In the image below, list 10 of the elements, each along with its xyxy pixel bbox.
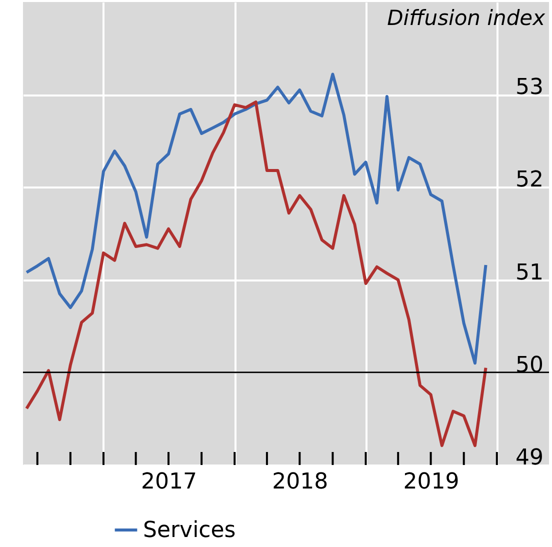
y-tick-label: 49 [516, 446, 544, 470]
x-tick-label: 2019 [403, 470, 460, 494]
y-tick-label: 53 [516, 75, 544, 100]
y-axis-title: Diffusion index [387, 6, 546, 30]
legend-label: Services [143, 518, 236, 543]
y-tick-label: 52 [516, 168, 544, 193]
y-tick-label: 51 [516, 260, 544, 286]
y-tick-label: 50 [516, 352, 544, 378]
x-tick-label: 2017 [141, 470, 198, 494]
x-tick-label: 2018 [272, 470, 328, 494]
